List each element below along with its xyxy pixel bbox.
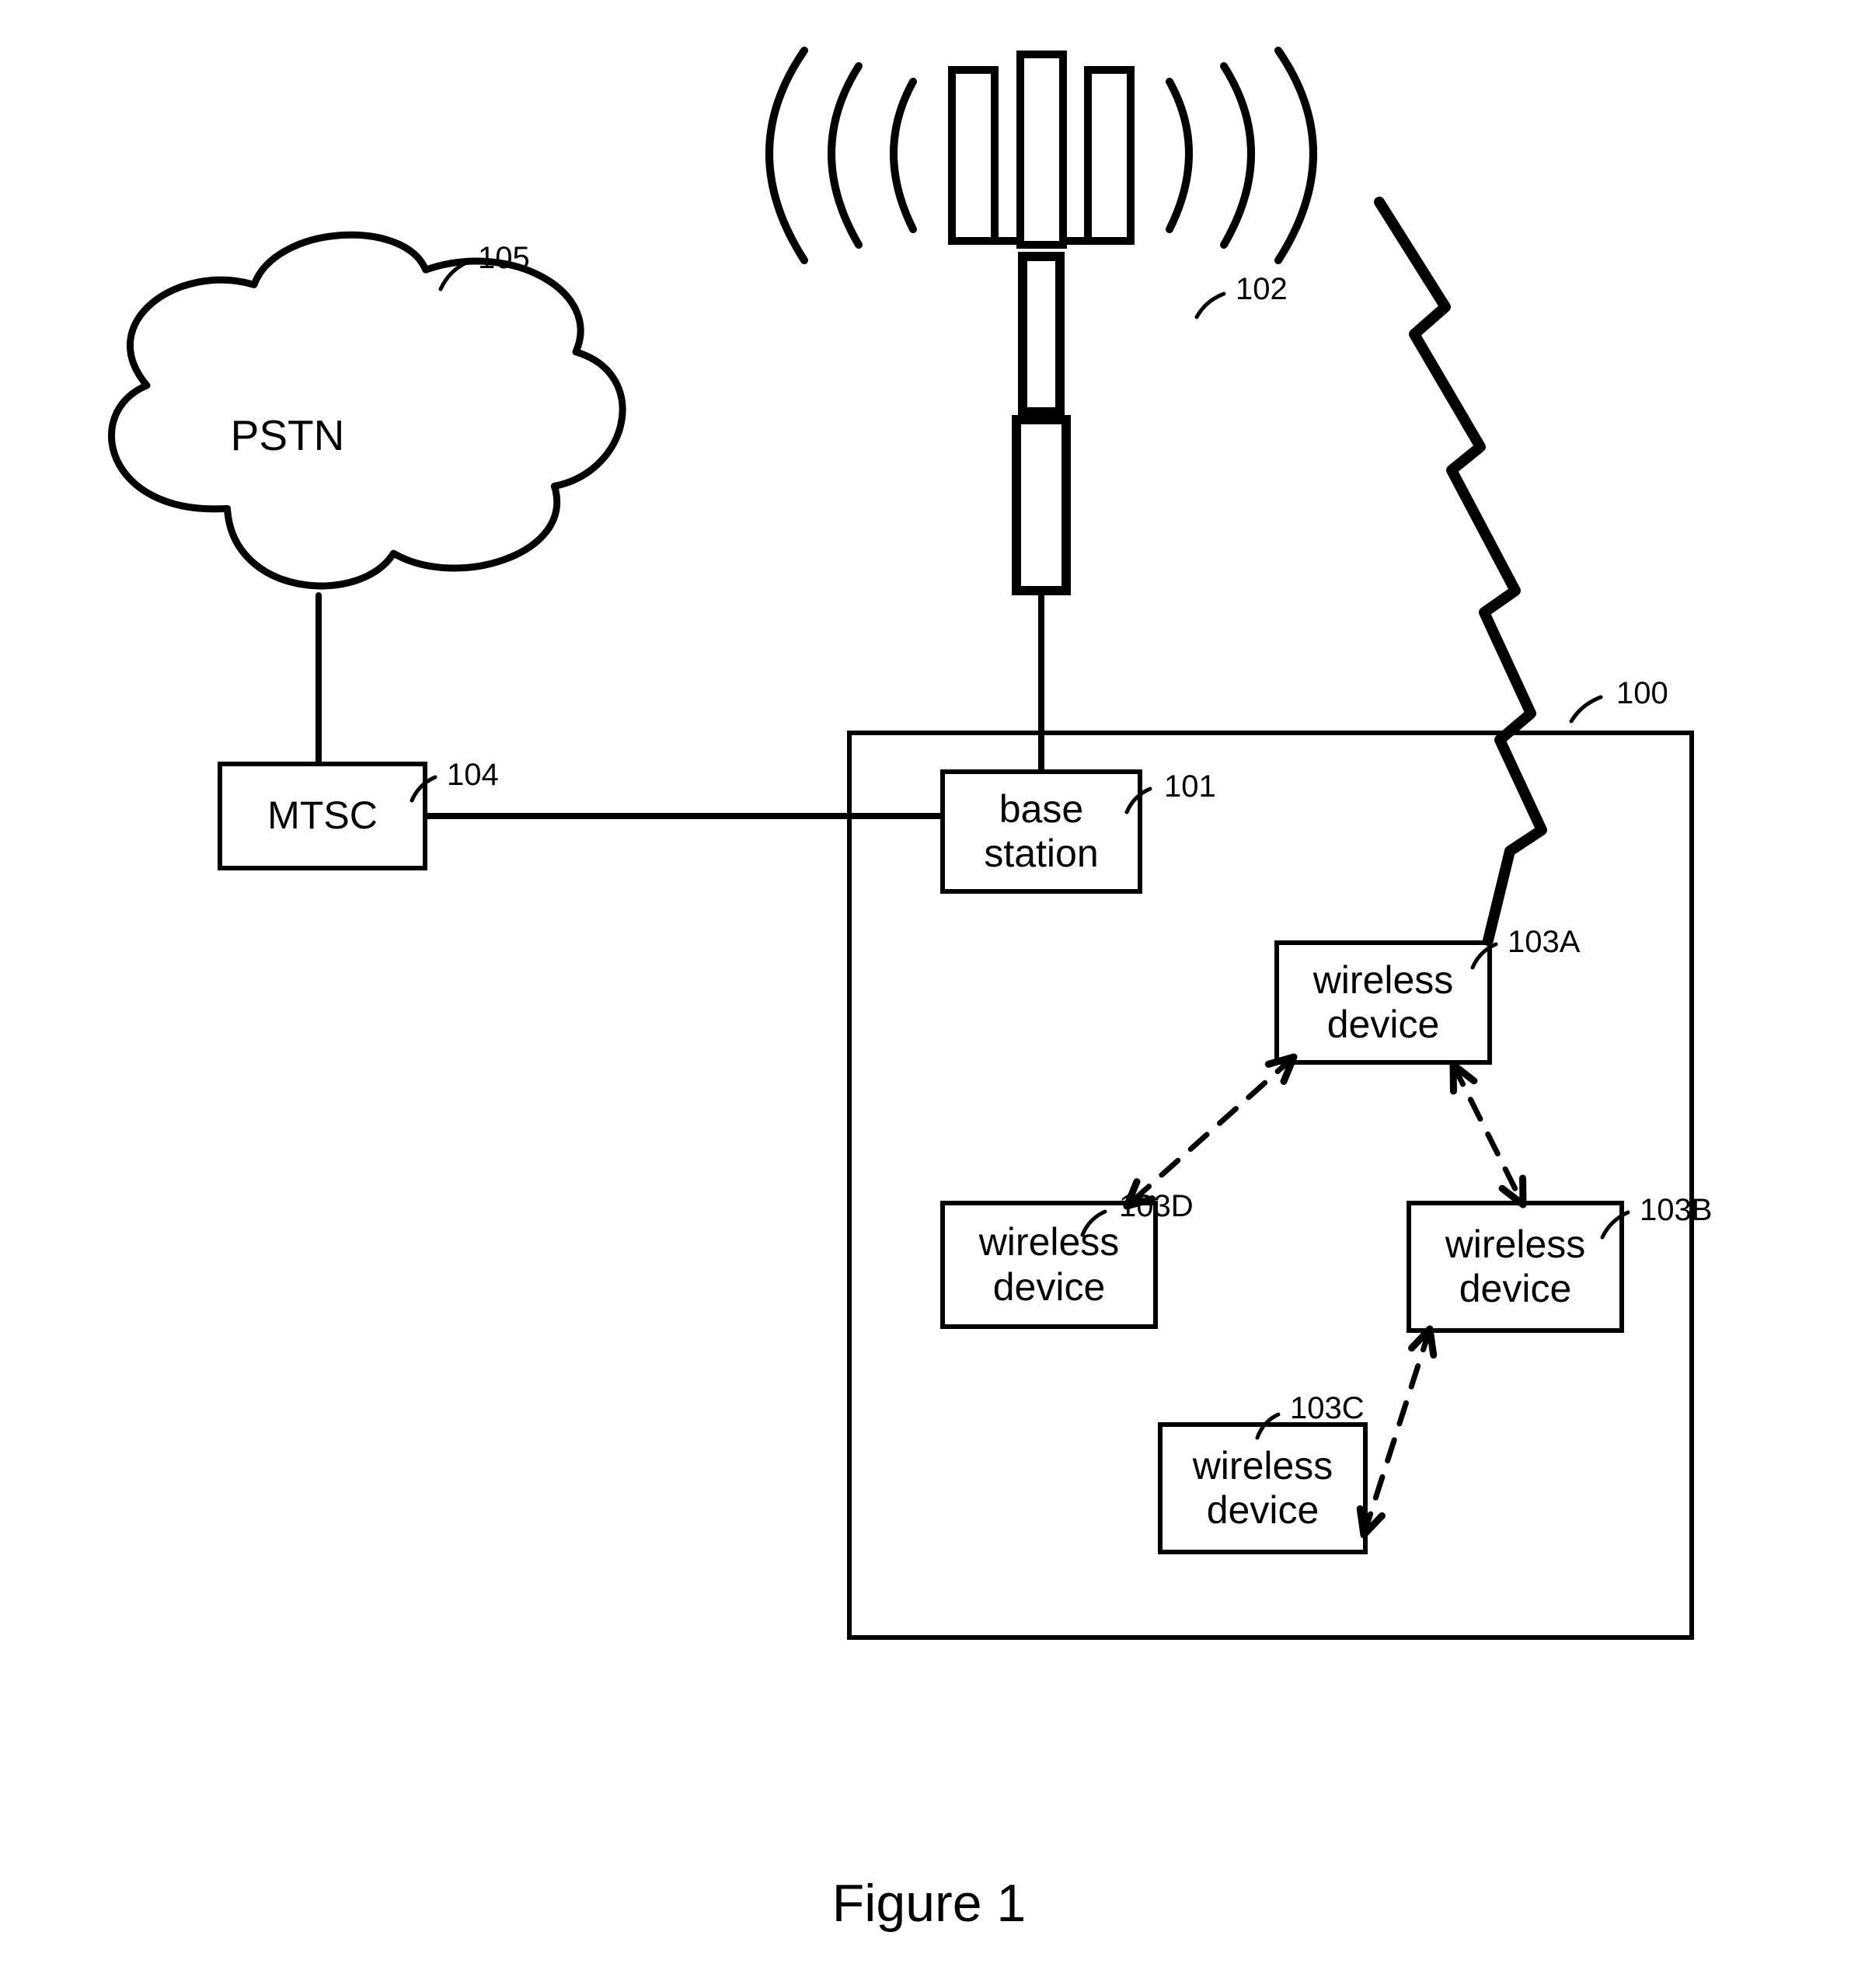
pstn-label: PSTN bbox=[231, 410, 345, 460]
pstn-cloud bbox=[93, 218, 629, 591]
wireless-device-a-box: wirelessdevice bbox=[1274, 940, 1492, 1065]
diagram-canvas: 100 PSTN 105 MTSC 104 basestation 101 wi… bbox=[0, 0, 1858, 1988]
base-station-label: basestation bbox=[984, 787, 1098, 877]
wireless-device-b-label: wirelessdevice bbox=[1445, 1222, 1586, 1312]
ref-label-103a: 103A bbox=[1508, 925, 1580, 960]
figure-title: Figure 1 bbox=[0, 1873, 1858, 1934]
ref-label-101: 101 bbox=[1164, 769, 1216, 804]
wireless-device-b-box: wirelessdevice bbox=[1407, 1201, 1624, 1333]
ref-label-103d: 103D bbox=[1119, 1189, 1194, 1224]
base-station-box: basestation bbox=[940, 769, 1142, 894]
ref-label-100: 100 bbox=[1616, 676, 1668, 711]
wireless-device-c-box: wirelessdevice bbox=[1158, 1422, 1368, 1554]
ref-label-105: 105 bbox=[478, 241, 530, 276]
mtsc-box: MTSC bbox=[218, 762, 427, 870]
ref-label-103c: 103C bbox=[1290, 1391, 1365, 1426]
wireless-device-a-label: wirelessdevice bbox=[1313, 958, 1454, 1048]
wireless-device-c-label: wirelessdevice bbox=[1193, 1444, 1333, 1533]
ref-label-104: 104 bbox=[447, 758, 499, 793]
mtsc-label: MTSC bbox=[267, 793, 378, 839]
wireless-device-d-label: wirelessdevice bbox=[979, 1220, 1120, 1310]
ref-label-103b: 103B bbox=[1640, 1193, 1712, 1228]
ref-label-102: 102 bbox=[1236, 272, 1288, 307]
